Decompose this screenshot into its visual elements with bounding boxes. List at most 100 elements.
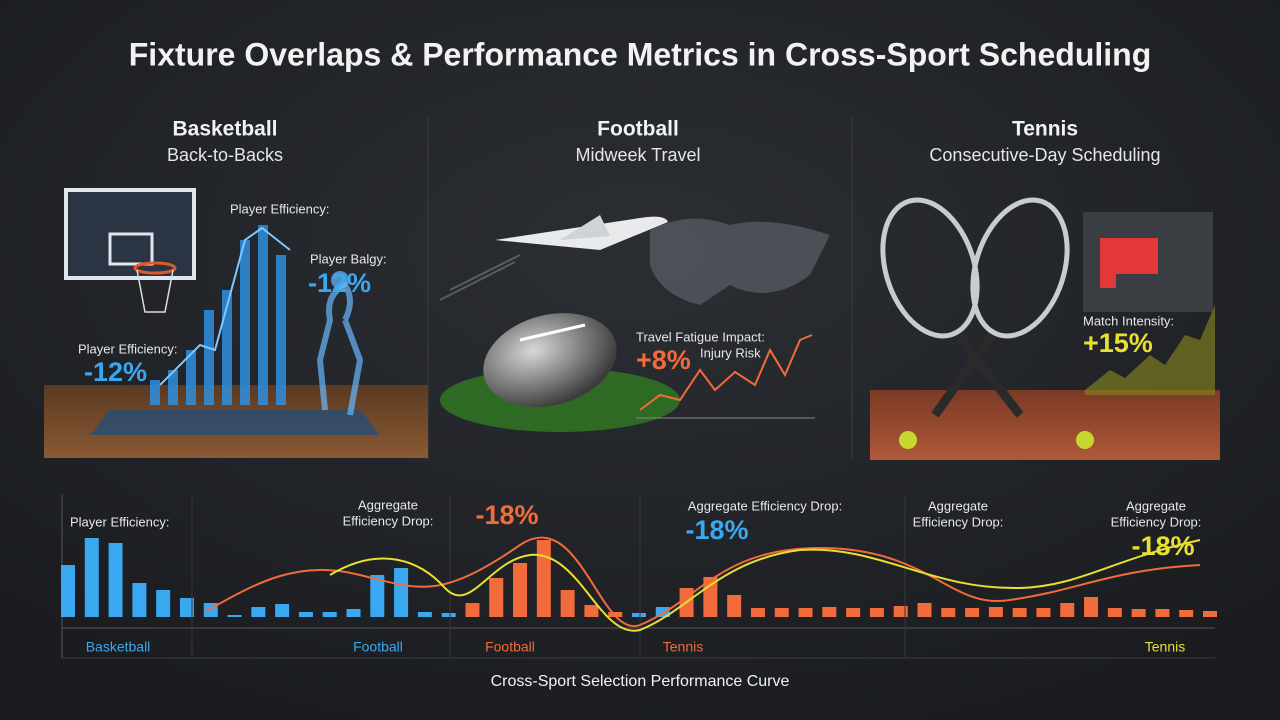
metric: -18%	[475, 500, 538, 530]
title: Fixture Overlaps & Performance Metrics i…	[129, 36, 1151, 72]
curve-orange	[204, 536, 1201, 628]
bar	[298, 612, 313, 617]
annotation: Player Balgy:	[310, 251, 387, 266]
football	[483, 313, 617, 407]
bar	[1107, 608, 1122, 617]
bar	[417, 612, 432, 617]
bar	[132, 583, 147, 617]
annotation: Aggregate	[928, 498, 988, 513]
bar	[774, 608, 789, 617]
annotation: Travel Fatigue Impact:	[636, 329, 765, 344]
section-label: Tennis	[1145, 639, 1185, 655]
bar	[370, 575, 385, 617]
basketball-panel: Basketball Back-to-Backs Player Efficien…	[44, 118, 428, 458]
bar	[251, 607, 266, 617]
bar	[322, 612, 337, 617]
bottom-chart: Player Efficiency: Aggregate Efficiency …	[61, 495, 1217, 690]
glow-line	[159, 226, 291, 386]
calendar	[1083, 212, 1213, 312]
world-map	[650, 218, 830, 305]
racket	[970, 197, 1070, 339]
bar	[584, 605, 599, 617]
clay-court	[870, 390, 1220, 460]
motion-lines	[439, 254, 521, 301]
risk-line	[639, 334, 813, 411]
panel-title: Football	[597, 118, 679, 141]
bar	[941, 608, 956, 617]
bar	[1084, 597, 1099, 617]
panel-subtitle: Back-to-Backs	[167, 145, 283, 165]
court-paint	[90, 410, 380, 435]
bar	[156, 590, 171, 617]
player-head	[331, 271, 349, 289]
section-label: Football	[485, 639, 535, 655]
metric: -12%	[84, 357, 147, 387]
bar	[394, 568, 409, 617]
bar	[632, 613, 646, 617]
bar	[822, 607, 837, 617]
panel-subtitle: Consecutive-Day Scheduling	[929, 145, 1160, 165]
football-laces	[519, 323, 586, 342]
airplane-wing	[560, 215, 610, 240]
metric: -18%	[685, 515, 748, 545]
panel-title: Basketball	[172, 118, 277, 141]
bar	[727, 595, 742, 617]
annotation: Player Efficiency:	[230, 201, 329, 216]
bar	[536, 540, 551, 617]
annotation: Player Efficiency:	[78, 341, 177, 356]
bar	[179, 598, 194, 617]
bar	[869, 608, 884, 617]
bar	[988, 607, 1003, 617]
bar	[1203, 611, 1217, 617]
annotation: Efficiency Drop:	[913, 514, 1004, 529]
tennis-ball	[1076, 431, 1094, 449]
annotation: Aggregate	[358, 497, 418, 512]
bar	[1131, 609, 1146, 617]
panel-subtitle: Midweek Travel	[575, 145, 700, 165]
bar	[1155, 609, 1170, 617]
racket-handle	[954, 332, 1024, 418]
annotation: Injury Risk	[700, 345, 761, 360]
annotation: Player Efficiency:	[70, 514, 169, 529]
annotation: Efficiency Drop:	[343, 513, 434, 528]
metric: -12%	[308, 268, 371, 298]
tennis-panel: Tennis Consecutive-Day Scheduling Match …	[870, 118, 1220, 460]
bar	[513, 563, 528, 617]
annotation: Aggregate Efficiency Drop:	[688, 498, 842, 513]
tennis-ball	[899, 431, 917, 449]
caption: Cross-Sport Selection Performance Curve	[491, 673, 790, 690]
bar	[965, 608, 980, 617]
bar	[227, 615, 242, 617]
bar	[560, 590, 575, 617]
metric: +15%	[1083, 328, 1153, 358]
bar	[441, 613, 456, 617]
bar	[798, 608, 813, 617]
divider-lines	[191, 495, 906, 658]
bar	[893, 606, 908, 617]
bar	[61, 565, 75, 617]
annotation: Aggregate	[1126, 498, 1186, 513]
racket-handle	[931, 332, 996, 418]
bar	[346, 609, 361, 617]
curve-yellow	[329, 539, 1201, 632]
metric: +8%	[636, 345, 691, 375]
bar	[84, 538, 99, 617]
bar	[465, 603, 480, 617]
bar	[917, 603, 932, 617]
panel-title: Tennis	[1012, 118, 1078, 141]
bar	[1036, 608, 1051, 617]
section-label: Basketball	[86, 639, 151, 655]
bar	[489, 578, 504, 617]
intensity-area	[1085, 305, 1215, 395]
glow-bars	[150, 225, 286, 405]
bar	[1012, 608, 1027, 617]
section-label: Football	[353, 639, 403, 655]
bar	[1060, 603, 1075, 617]
hoop	[133, 261, 177, 275]
metric: -18%	[1131, 531, 1194, 561]
bar	[108, 543, 123, 617]
bar	[655, 607, 670, 617]
net	[136, 269, 174, 313]
bar	[1179, 610, 1194, 617]
